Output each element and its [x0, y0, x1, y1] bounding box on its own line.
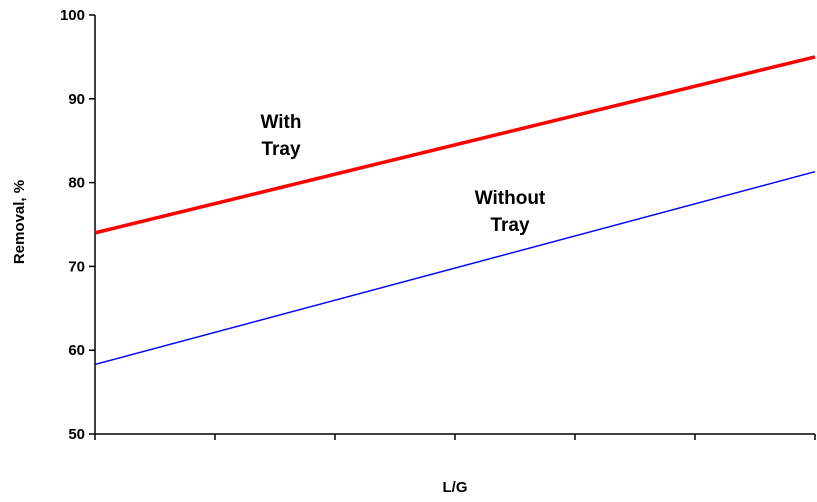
x-axis	[94, 433, 816, 440]
y-tick-label: 70	[68, 258, 85, 275]
y-axis: 50 60 70 80 90 100	[60, 7, 96, 443]
series-annotation: Without	[475, 188, 546, 209]
series-annotation: Tray	[490, 215, 530, 236]
y-tick-label: 60	[68, 342, 85, 359]
series-annotation: Tray	[261, 139, 301, 160]
y-tick-label: 100	[60, 7, 85, 24]
series-annotation: With	[261, 112, 302, 133]
y-tick-label: 80	[68, 175, 85, 192]
y-tick-label: 50	[68, 426, 85, 443]
annotation-layer: With Tray Without Tray	[261, 112, 546, 236]
series-layer	[94, 55, 816, 366]
y-tick-label: 90	[68, 91, 85, 108]
y-axis-title: Removal, %	[11, 180, 28, 264]
series-line-without-tray	[94, 170, 816, 366]
x-axis-title: L/G	[443, 479, 468, 496]
series-line-with-tray	[94, 55, 816, 235]
